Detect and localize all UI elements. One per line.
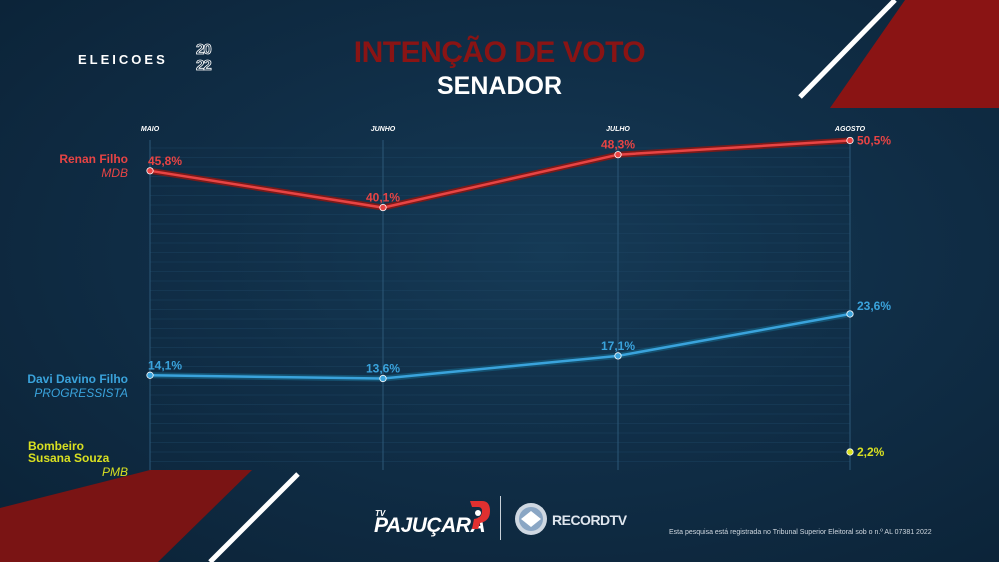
footer-divider (500, 496, 501, 540)
data-label: 2,2% (857, 445, 885, 459)
candidate-party: MDB (101, 166, 128, 180)
data-label: 48,3% (601, 138, 635, 152)
x-axis-tick-label: JULHO (606, 126, 630, 133)
data-label: 14,1% (148, 358, 182, 372)
data-point (846, 310, 854, 318)
svg-text:22: 22 (196, 57, 211, 74)
data-point (146, 167, 154, 175)
svg-text:20: 20 (196, 42, 211, 58)
candidate-label-renan: Renan Filho MDB (20, 153, 128, 179)
x-axis-tick-label: AGOSTO (834, 126, 866, 133)
white-stripe-top-right (798, 0, 897, 99)
candidate-label-davi: Davi Davino Filho PROGRESSISTA (10, 373, 128, 399)
data-point (614, 352, 622, 360)
candidate-party: PROGRESSISTA (34, 386, 128, 400)
x-axis-tick-label: MAIO (141, 126, 160, 133)
x-axis-tick-label: JUNHO (371, 126, 396, 133)
data-label: 50,5% (857, 133, 891, 147)
data-point (379, 374, 387, 383)
data-label: 23,6% (857, 299, 891, 313)
data-point (146, 371, 154, 379)
candidate-name: Bombeiro Susana Souza (28, 439, 110, 465)
logo-year-outline: 20 22 (196, 42, 213, 74)
data-point (846, 448, 854, 456)
series-line-glow (147, 137, 853, 211)
data-label: 40,1% (366, 191, 400, 205)
page-title: INTENÇÃO DE VOTO (353, 36, 646, 69)
candidate-name: Davi Davino Filho (27, 372, 128, 386)
series-line (148, 139, 852, 209)
white-stripe-bottom-left (208, 472, 300, 562)
pajucara-emblem-icon (470, 501, 490, 529)
data-point (614, 151, 622, 159)
series-line-glow (147, 311, 853, 382)
page-subtitle: SENADOR (436, 72, 562, 100)
record-globe-icon (515, 503, 547, 535)
data-label: 45,8% (148, 154, 182, 168)
red-stripe-bottom-left (0, 470, 252, 562)
red-stripe-top-right (830, 0, 999, 108)
series-line (148, 312, 852, 380)
logo-text: ELEICOES (78, 52, 168, 67)
candidate-name: Renan Filho (59, 152, 128, 166)
pajucara-logo-text: PAJUÇARA (374, 514, 486, 537)
candidate-party: PMB (101, 465, 128, 479)
disclaimer-text: Esta pesquisa está registrada no Tribuna… (669, 529, 932, 536)
data-point (846, 136, 854, 145)
data-point (379, 203, 387, 212)
eleicoes-logo: ELEICOES 20 22 (78, 42, 213, 74)
tv-small-label: TV (375, 509, 386, 518)
data-label: 13,6% (366, 361, 400, 375)
recordtv-logo-text: RECORDTV (552, 512, 627, 528)
data-label: 17,1% (601, 339, 635, 353)
candidate-label-susana: Bombeiro Susana Souza PMB (28, 440, 128, 478)
